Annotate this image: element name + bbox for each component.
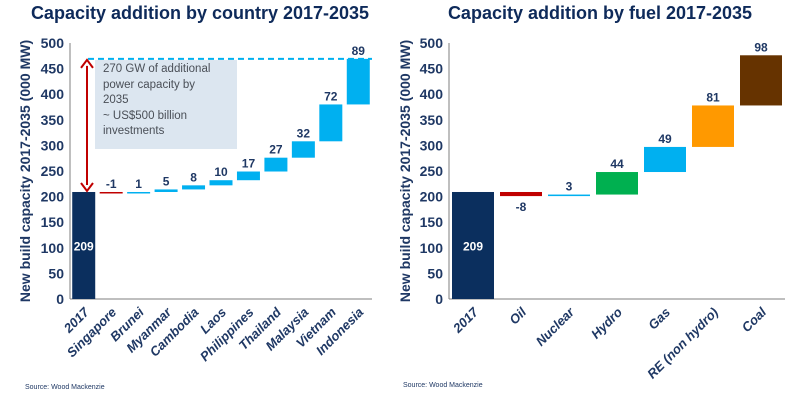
fuel-y-tick-label: 450 (420, 61, 444, 77)
fuel-data-label: -8 (516, 200, 527, 214)
fuel-y-axis-label: New build capacity 2017-2035 (000 MW) (397, 40, 413, 302)
annotation-line: ~ US$500 billion (103, 109, 188, 122)
country-data-label: 17 (242, 157, 256, 171)
fuel-x-tick-label: Nuclear (533, 304, 578, 349)
fuel-x-tick-label: Gas (645, 305, 673, 333)
country-bar-philippines (236, 171, 260, 181)
fuel-y-tick-label: 100 (420, 240, 444, 256)
country-bar-thailand (264, 157, 288, 172)
country-data-label: -1 (106, 177, 117, 191)
country-bar-myanmar (154, 189, 178, 192)
fuel-bar-hydro (596, 172, 638, 195)
fuel-bar-nuclear (548, 194, 590, 197)
fuel-data-label: 209 (463, 239, 483, 253)
country-y-tick-label: 500 (41, 35, 65, 51)
annotation-line: 2035 (103, 94, 129, 106)
annotation-box: 270 GW of additional power capacity by 2… (95, 60, 237, 149)
fuel-x-tick-label: Oil (506, 304, 529, 327)
country-data-label: 5 (163, 174, 170, 188)
fuel-data-label: 98 (754, 40, 768, 54)
country-bar-laos (209, 180, 233, 186)
fuel-data-label: 81 (706, 90, 720, 104)
country-data-label: 27 (269, 143, 283, 157)
arrow-head-down-icon (80, 182, 94, 193)
country-bar-brunei (127, 191, 151, 194)
right-source: Source: Wood Mackenzie (403, 382, 483, 389)
annotation-line: power capacity by (103, 78, 196, 91)
country-bar-cambodia (182, 185, 206, 190)
fuel-data-label: 49 (658, 132, 672, 146)
fuel-y-tick-label: 50 (427, 265, 443, 281)
fuel-x-tick-label: Hydro (588, 304, 625, 341)
fuel-bar-gas (644, 146, 686, 173)
country-data-label: 10 (214, 165, 228, 179)
country-bar-singapore (99, 191, 123, 194)
country-bar-vietnam (319, 104, 343, 142)
country-data-label: 89 (352, 44, 366, 58)
country-bar-2017 (72, 191, 96, 299)
country-y-tick-label: 250 (41, 163, 65, 179)
fuel-data-label: 44 (610, 157, 624, 171)
fuel-y-tick-label: 400 (420, 86, 444, 102)
country-bar-malaysia (291, 141, 315, 158)
fuel-x-tick-label: Coal (739, 304, 770, 335)
country-y-tick-label: 100 (41, 240, 65, 256)
country-bar-indonesia (346, 58, 370, 105)
fuel-x-tick-label: 2017 (449, 304, 481, 336)
fuel-y-tick-label: 300 (420, 137, 444, 153)
country-y-axis-label: New build capacity 2017-2035 (000 MW) (17, 40, 33, 302)
fuel-bar-2017 (452, 191, 494, 299)
country-data-label: 32 (297, 126, 311, 140)
country-y-tick-label: 350 (41, 112, 65, 128)
fuel-y-tick-label: 350 (420, 112, 444, 128)
fuel-y-tick-label: 150 (420, 214, 444, 230)
country-y-tick-label: 300 (41, 137, 65, 153)
left-chart-title: Capacity addition by country 2017-2035 (30, 3, 370, 23)
left-source: Source: Wood Mackenzie (25, 384, 105, 391)
fuel-bar-oil (500, 191, 542, 197)
fuel-data-label: 3 (566, 180, 573, 194)
country-y-tick-label: 400 (41, 86, 65, 102)
country-y-tick-label: 150 (41, 214, 65, 230)
country-y-tick-label: 200 (41, 189, 65, 205)
country-y-tick-label: 50 (48, 265, 64, 281)
arrow-head-up-icon (80, 58, 94, 69)
right-chart-title: Capacity addition by fuel 2017-2035 (447, 3, 753, 23)
country-data-label: 72 (324, 89, 338, 103)
fuel-y-tick-label: 250 (420, 163, 444, 179)
country-data-label: 1 (135, 177, 142, 191)
country-data-label: 8 (190, 170, 197, 184)
country-data-label: 209 (74, 239, 94, 253)
fuel-bar-re-non-hydro- (692, 105, 734, 147)
annotation-line: investments (103, 125, 165, 137)
country-y-tick-label: 0 (56, 291, 64, 307)
fuel-y-tick-label: 200 (420, 189, 444, 205)
fuel-bar-coal (740, 55, 782, 106)
fuel-y-tick-label: 500 (420, 35, 444, 51)
country-y-tick-label: 450 (41, 61, 65, 77)
fuel-y-tick-label: 0 (435, 291, 443, 307)
annotation-line: 270 GW of additional (103, 63, 211, 75)
